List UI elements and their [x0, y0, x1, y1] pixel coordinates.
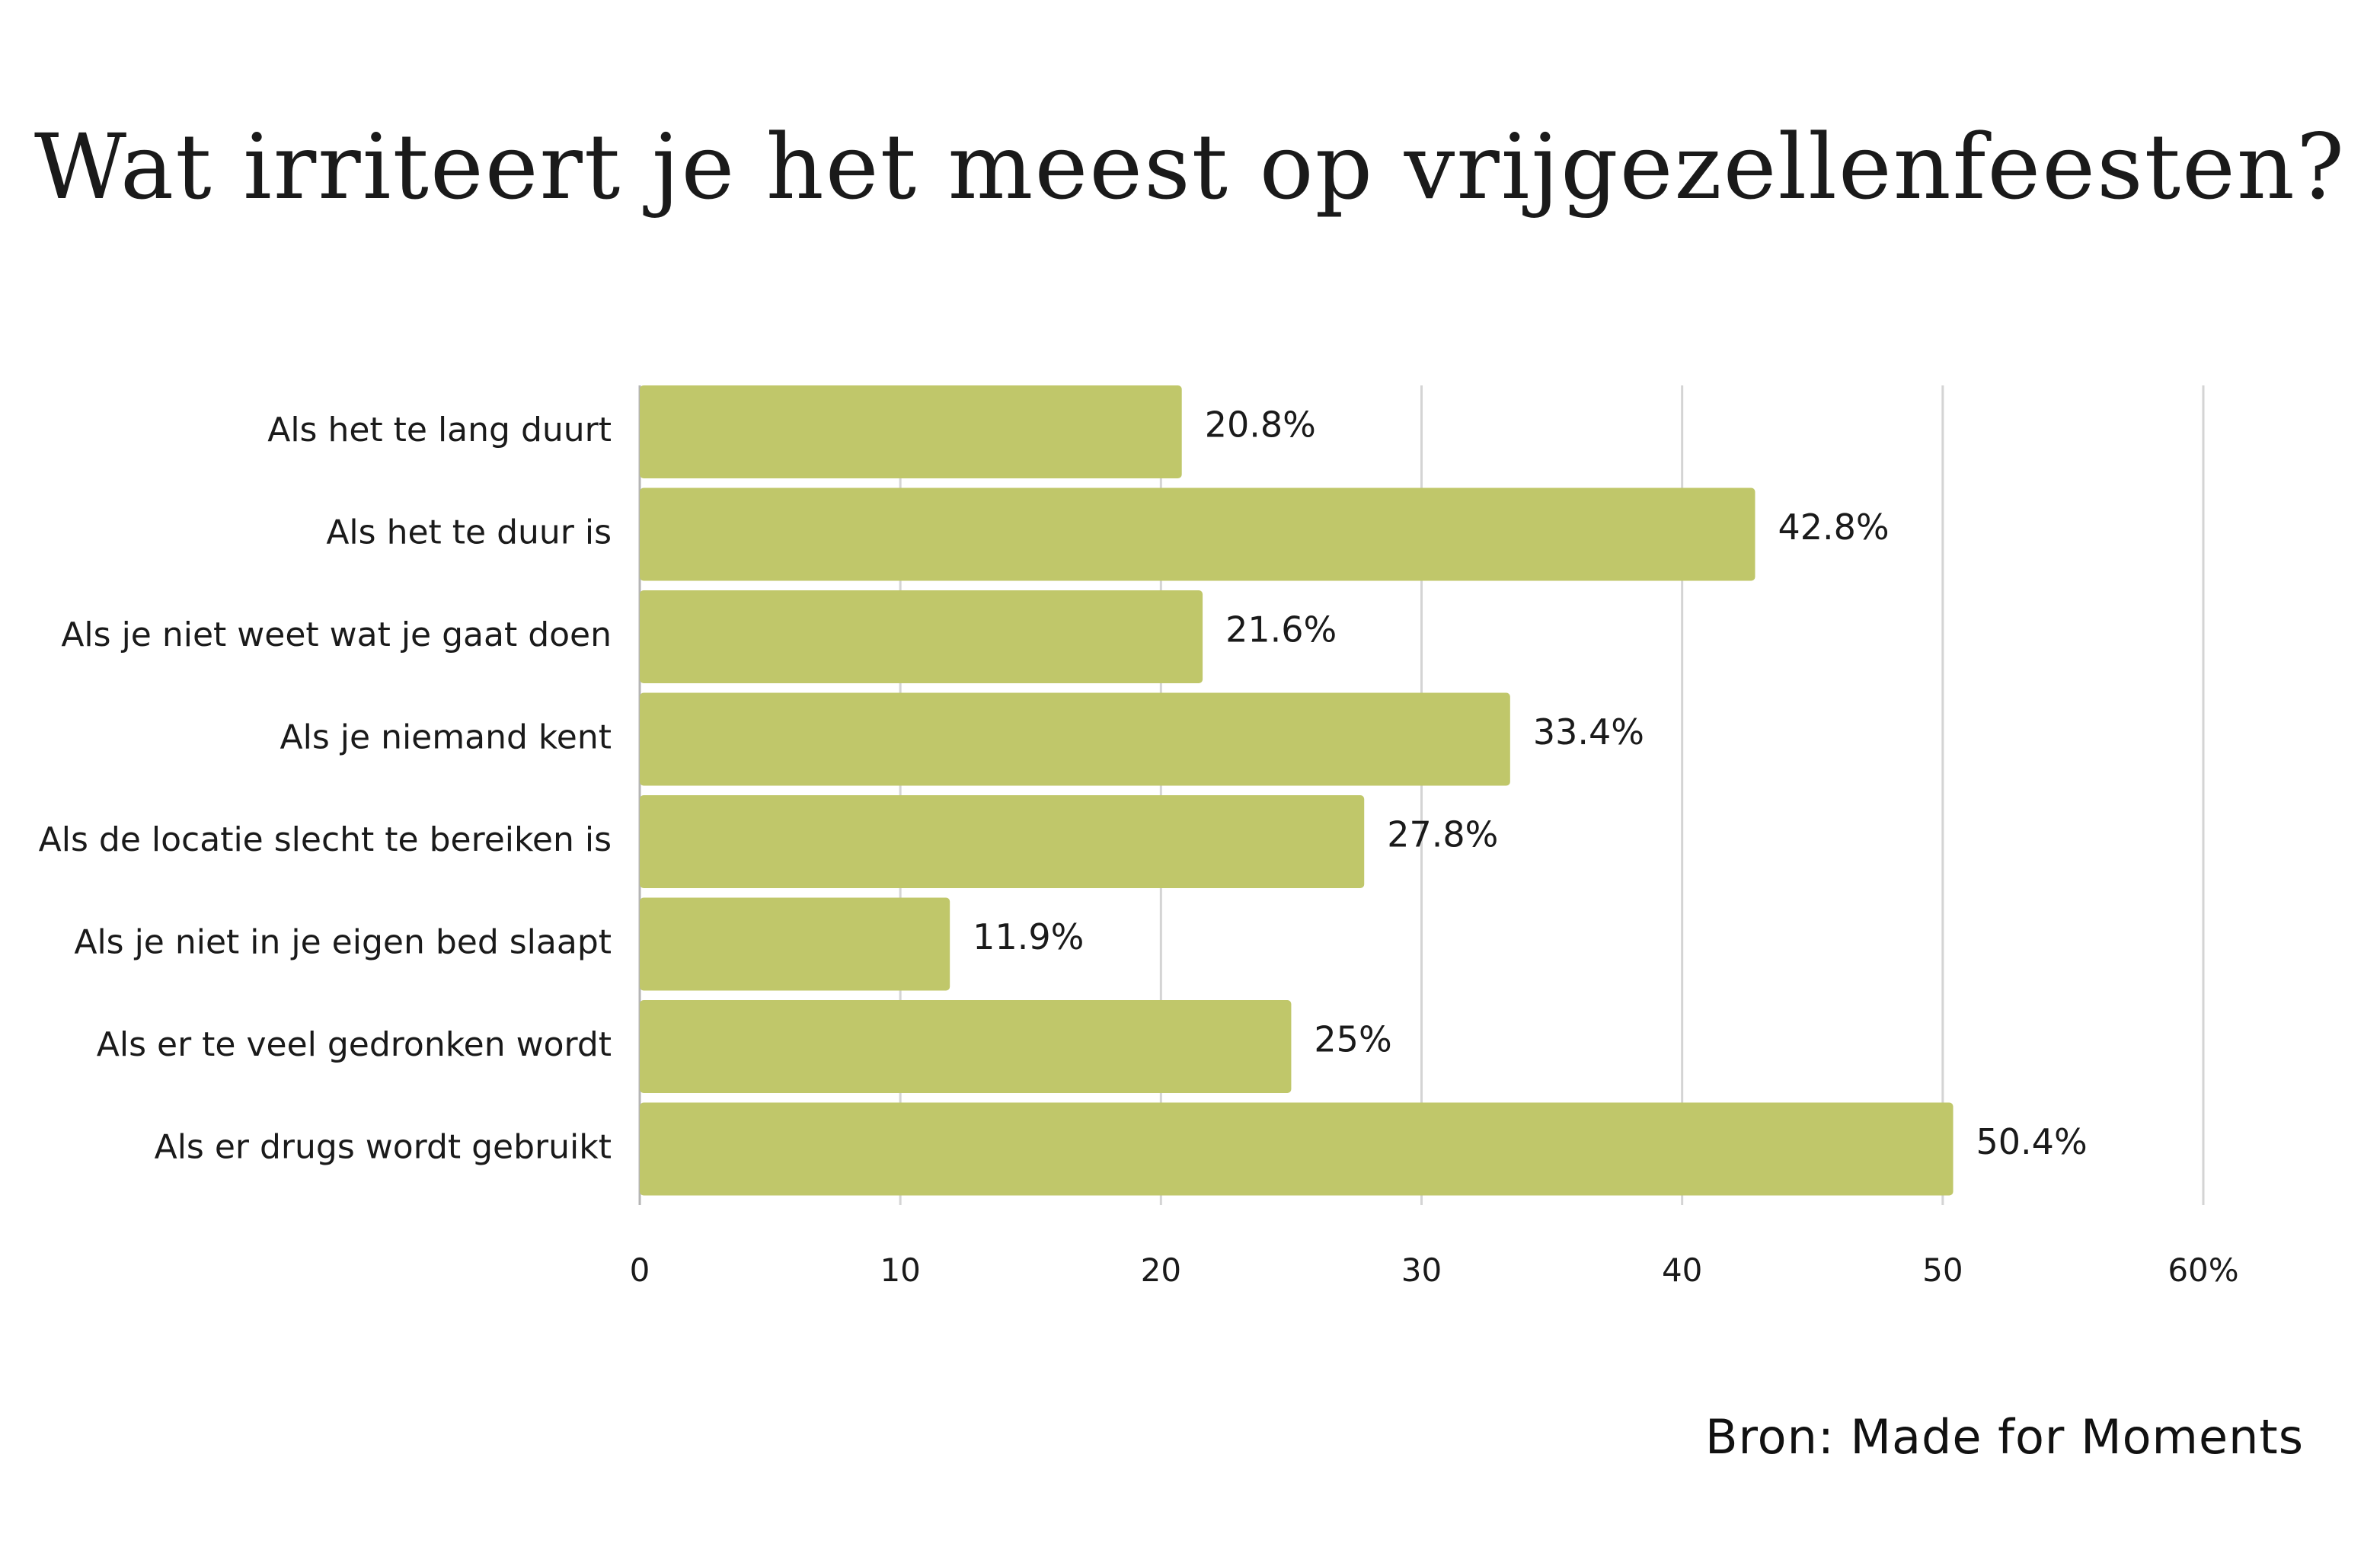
bar: [640, 1000, 1292, 1093]
chart-title: Wat irriteert je het meest op vrijgezell…: [34, 114, 2346, 219]
x-tick-label: 40: [1662, 1251, 1702, 1289]
x-tick-label: 30: [1401, 1251, 1442, 1289]
category-label: Als er drugs wordt gebruikt: [155, 1128, 612, 1167]
x-tick-label: 10: [880, 1251, 920, 1289]
value-label: 21.6%: [1225, 609, 1337, 650]
x-tick-label: 0: [630, 1251, 650, 1289]
value-label: 33.4%: [1533, 711, 1644, 753]
value-label: 20.8%: [1205, 404, 1316, 446]
category-label: Als er te veel gedronken wordt: [97, 1025, 612, 1064]
category-labels: Als het te lang duurt Als het te duur is A…: [39, 411, 612, 1167]
bar: [640, 1102, 1954, 1196]
category-label: Als je niet in je eigen bed slaapt: [74, 923, 612, 962]
bar: [640, 692, 1510, 786]
x-tick-label: 60%: [2168, 1251, 2238, 1289]
bar: [640, 590, 1203, 683]
value-label: 27.8%: [1387, 814, 1498, 855]
x-tick-label: 50: [1922, 1251, 1963, 1289]
value-label: 42.8%: [1778, 507, 1889, 548]
category-label: Als je niet weet wat je gaat doen: [61, 615, 612, 654]
category-label: Als de locatie slecht te bereiken is: [39, 820, 612, 859]
bar: [640, 795, 1365, 888]
x-tick-label: 20: [1141, 1251, 1181, 1289]
category-label: Als je niemand kent: [280, 718, 612, 757]
bars: [640, 385, 1954, 1196]
value-label: 11.9%: [973, 916, 1084, 957]
value-labels: 20.8% 42.8% 21.6% 33.4% 27.8% 11.9% 25% 50.4%: [973, 404, 2087, 1163]
x-axis-ticks: 0 10 20 30 40 50 60%: [630, 1251, 2239, 1289]
value-label: 25%: [1314, 1019, 1391, 1060]
source-note: Bron: Made for Moments: [1704, 1409, 2304, 1465]
category-label: Als het te duur is: [326, 513, 612, 552]
category-label: Als het te lang duurt: [267, 411, 612, 449]
bar: [640, 385, 1182, 478]
value-label: 50.4%: [1976, 1121, 2088, 1162]
bar: [640, 897, 950, 991]
bar: [640, 487, 1755, 581]
